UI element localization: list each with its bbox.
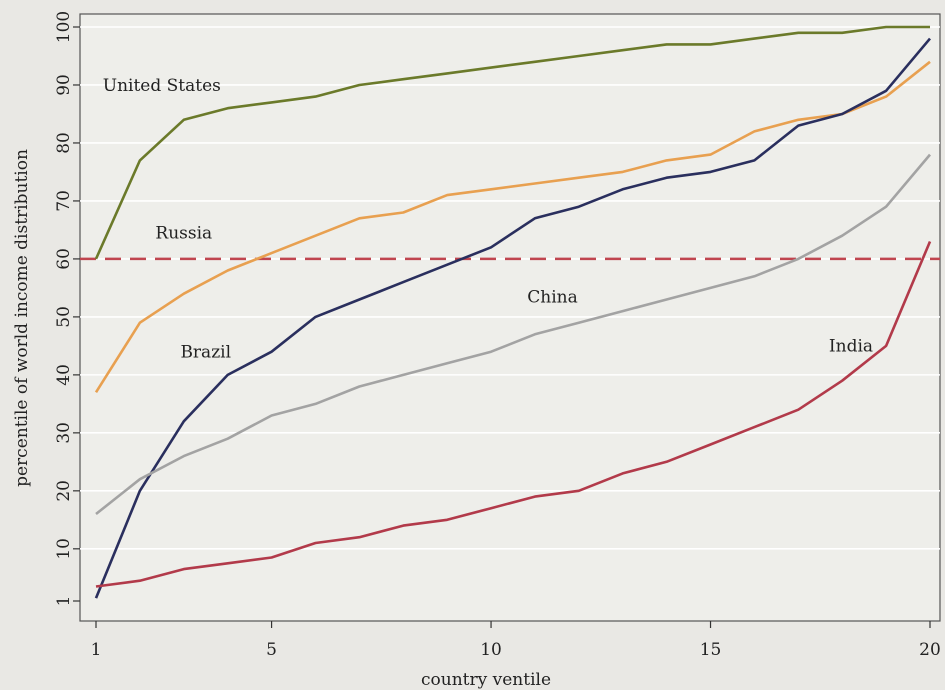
series-label-united-states: United States — [103, 76, 221, 96]
y-tick-label: 80 — [54, 132, 74, 154]
y-tick-label: 20 — [54, 480, 74, 502]
series-labels: United States Russia Brazil China India — [103, 76, 873, 363]
x-tick-label: 1 — [91, 640, 102, 660]
y-tick-label: 100 — [54, 11, 74, 43]
series-label-china: China — [527, 287, 577, 307]
y-tick-label: 10 — [54, 538, 74, 560]
y-tick-label: 60 — [54, 248, 74, 270]
series-label-brazil: Brazil — [180, 342, 231, 362]
y-tick-label: 50 — [54, 306, 74, 328]
series-line-russia — [94, 60, 931, 393]
y-tick-label: 70 — [54, 190, 74, 212]
y-tick-label: 90 — [54, 74, 74, 96]
y-axis-title: percentile of world income distribution — [12, 149, 32, 487]
series-line-india — [95, 240, 932, 588]
x-tick-label: 15 — [700, 640, 722, 660]
y-tick-label: 1 — [54, 596, 74, 607]
x-tick-label: 20 — [919, 640, 941, 660]
y-tick-label: 30 — [54, 422, 74, 444]
series-label-russia: Russia — [155, 224, 212, 244]
series-lines — [80, 25, 940, 599]
series-line-china — [95, 153, 931, 516]
series-line-united-states — [94, 25, 930, 260]
series-line-brazil — [94, 37, 931, 599]
x-axis-title: country ventile — [421, 670, 551, 690]
series-label-india: India — [829, 337, 873, 357]
x-tick-label: 10 — [480, 640, 502, 660]
x-tick-label: 5 — [266, 640, 277, 660]
y-tick-label: 40 — [54, 364, 74, 386]
